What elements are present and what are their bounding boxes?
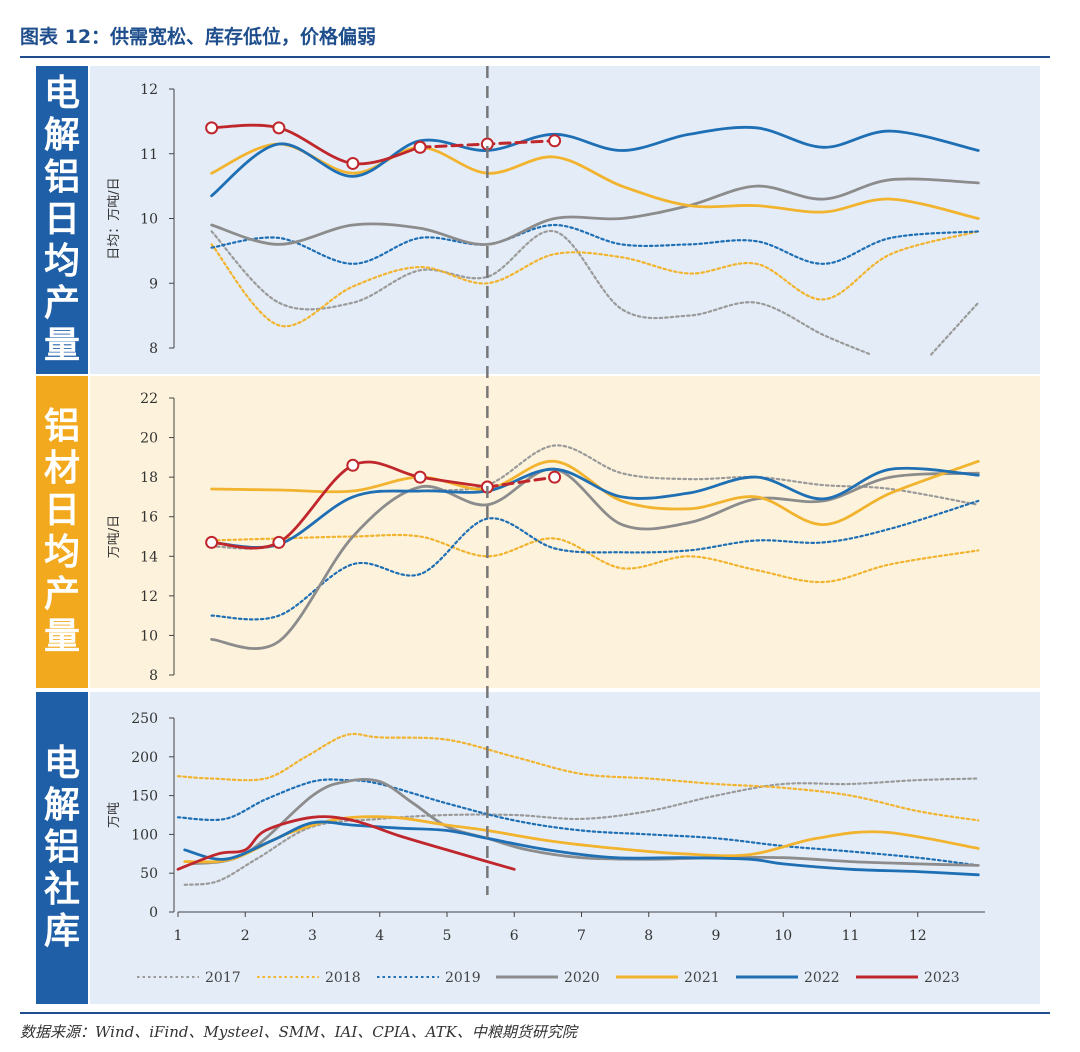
panel-2-y-tick-label: 8 xyxy=(149,668,158,684)
panel-1-series-2022-line xyxy=(210,125,980,198)
panel-3-series-2019-line xyxy=(176,778,980,867)
panel-2-series-2022-line xyxy=(210,466,980,549)
x-tick-label: 3 xyxy=(308,928,317,944)
panel-2-series-2023-point xyxy=(548,470,562,484)
side-label-text-2: 铝材日均产量 xyxy=(43,406,80,657)
panel-2-series-2023-point xyxy=(205,535,219,549)
panel-2-series-2023-point xyxy=(413,470,427,484)
x-tick-label: 9 xyxy=(712,928,721,944)
title-rule xyxy=(20,56,1050,58)
panel-2-y-tick-label: 12 xyxy=(140,589,158,605)
x-tick-label: 4 xyxy=(375,928,384,944)
x-tick-label: 12 xyxy=(909,928,927,944)
legend-label-2017: 2017 xyxy=(205,970,241,986)
panel-1-series-2019-line xyxy=(210,223,980,265)
panel-2: 8 10 12 14 16 18 20 22 万吨/日 xyxy=(90,376,1040,688)
panel-2-y-tick-label: 22 xyxy=(140,391,158,407)
panel-1-series-2018-line xyxy=(210,230,980,328)
panel-1-series-2023-point xyxy=(346,156,360,170)
panel-3-y-tick-label: 200 xyxy=(131,750,158,766)
x-tick-label: 7 xyxy=(577,928,586,944)
panel-2-series-2019-line xyxy=(210,499,980,621)
panel-2-y-tick-label: 10 xyxy=(140,628,158,644)
panel-2-series-2023-point xyxy=(346,458,360,472)
panel-2-y-axis-label: 万吨/日 xyxy=(107,515,122,558)
panel-3-background xyxy=(90,692,1040,1004)
panel-3-series-2022-line xyxy=(183,820,980,877)
legend-label-2022: 2022 xyxy=(804,970,840,986)
data-source-note: 数据来源：Wind、iFind、Mysteel、SMM、IAI、CPIA、ATK… xyxy=(20,1023,577,1041)
x-tick-label: 5 xyxy=(443,928,452,944)
x-tick-label: 8 xyxy=(644,928,653,944)
panel-3-series-2023-line xyxy=(176,815,516,871)
panel-1-series-2023-point xyxy=(548,134,562,148)
panel-2-y-tick-label: 14 xyxy=(140,549,158,565)
panel-3-series-2020-line xyxy=(190,777,980,867)
panel-1-y-tick-label: 9 xyxy=(149,276,158,292)
x-tick-label: 6 xyxy=(510,928,519,944)
panel-1-series-2021-line xyxy=(210,142,980,220)
panel-1-series-2023-line xyxy=(210,123,422,166)
side-label-primary-aluminum-output: 电解铝日均产量 xyxy=(36,66,88,374)
panel-1-y-tick-label: 12 xyxy=(140,82,158,98)
panel-1-series-2023-point xyxy=(205,121,219,135)
x-tick-label: 11 xyxy=(842,928,860,944)
legend: 2017 2018 2019 2020 2021 2022 2023 xyxy=(137,970,960,986)
panel-1-series-2023-point xyxy=(272,121,286,135)
side-label-aluminum-products-output: 铝材日均产量 xyxy=(36,376,88,688)
panel-1-series-2017-line xyxy=(210,230,872,356)
panel-2-series-2018-line xyxy=(210,533,980,584)
legend-label-2018: 2018 xyxy=(325,970,361,986)
panel-3-series-2018-line xyxy=(176,732,980,822)
panel-2-series-2023-point xyxy=(272,535,286,549)
panel-2-y-tick-label: 20 xyxy=(140,431,158,447)
chart-title: 图表 12：供需宽松、库存低位，价格偏弱 xyxy=(20,26,377,48)
panel-1: 8 9 10 11 12 日均：万吨/日 xyxy=(90,66,1040,374)
panel-1-background xyxy=(90,66,1040,374)
panel-2-y-tick-label: 16 xyxy=(140,510,158,526)
panel-3-y-tick-label: 250 xyxy=(131,711,158,727)
legend-label-2021: 2021 xyxy=(684,970,720,986)
panel-3-series-2021-line xyxy=(183,815,980,864)
panel-2-series-2021-line xyxy=(210,459,980,527)
source-rule xyxy=(20,1012,1050,1014)
x-tick-label: 10 xyxy=(774,928,792,944)
x-tick-label: 2 xyxy=(241,928,250,944)
panel-1-y-tick-label: 10 xyxy=(140,212,158,228)
panel-1-series-2023-point xyxy=(413,140,427,154)
panel-1-series-2017-line xyxy=(930,301,980,356)
panel-3-y-tick-label: 0 xyxy=(149,905,158,921)
panel-2-background xyxy=(90,376,1040,688)
legend-label-2019: 2019 xyxy=(445,970,481,986)
panel-2-series-2020-line xyxy=(210,467,980,650)
side-label-text-1: 电解铝日均产量 xyxy=(43,73,80,366)
panel-1-series-2020-line xyxy=(210,177,980,246)
panel-3-y-tick-label: 150 xyxy=(131,789,158,805)
side-label-social-inventory: 电解铝社库 xyxy=(36,692,88,1004)
legend-label-2023: 2023 xyxy=(924,970,960,986)
panel-3-y-axis-label: 万吨 xyxy=(107,802,122,828)
x-tick-label: 1 xyxy=(174,928,183,944)
panel-1-y-tick-label: 11 xyxy=(140,147,158,163)
panel-1-y-tick-label: 8 xyxy=(149,341,158,357)
panel-3-series-2017-line xyxy=(183,777,980,886)
panel-1-y-axis-label: 日均：万吨/日 xyxy=(107,177,122,259)
legend-label-2020: 2020 xyxy=(564,970,600,986)
panel-2-y-tick-label: 18 xyxy=(140,470,158,486)
side-label-text-3: 电解铝社库 xyxy=(43,743,80,952)
panel-3-y-tick-label: 50 xyxy=(140,866,158,882)
panel-3-y-tick-label: 100 xyxy=(131,827,158,843)
